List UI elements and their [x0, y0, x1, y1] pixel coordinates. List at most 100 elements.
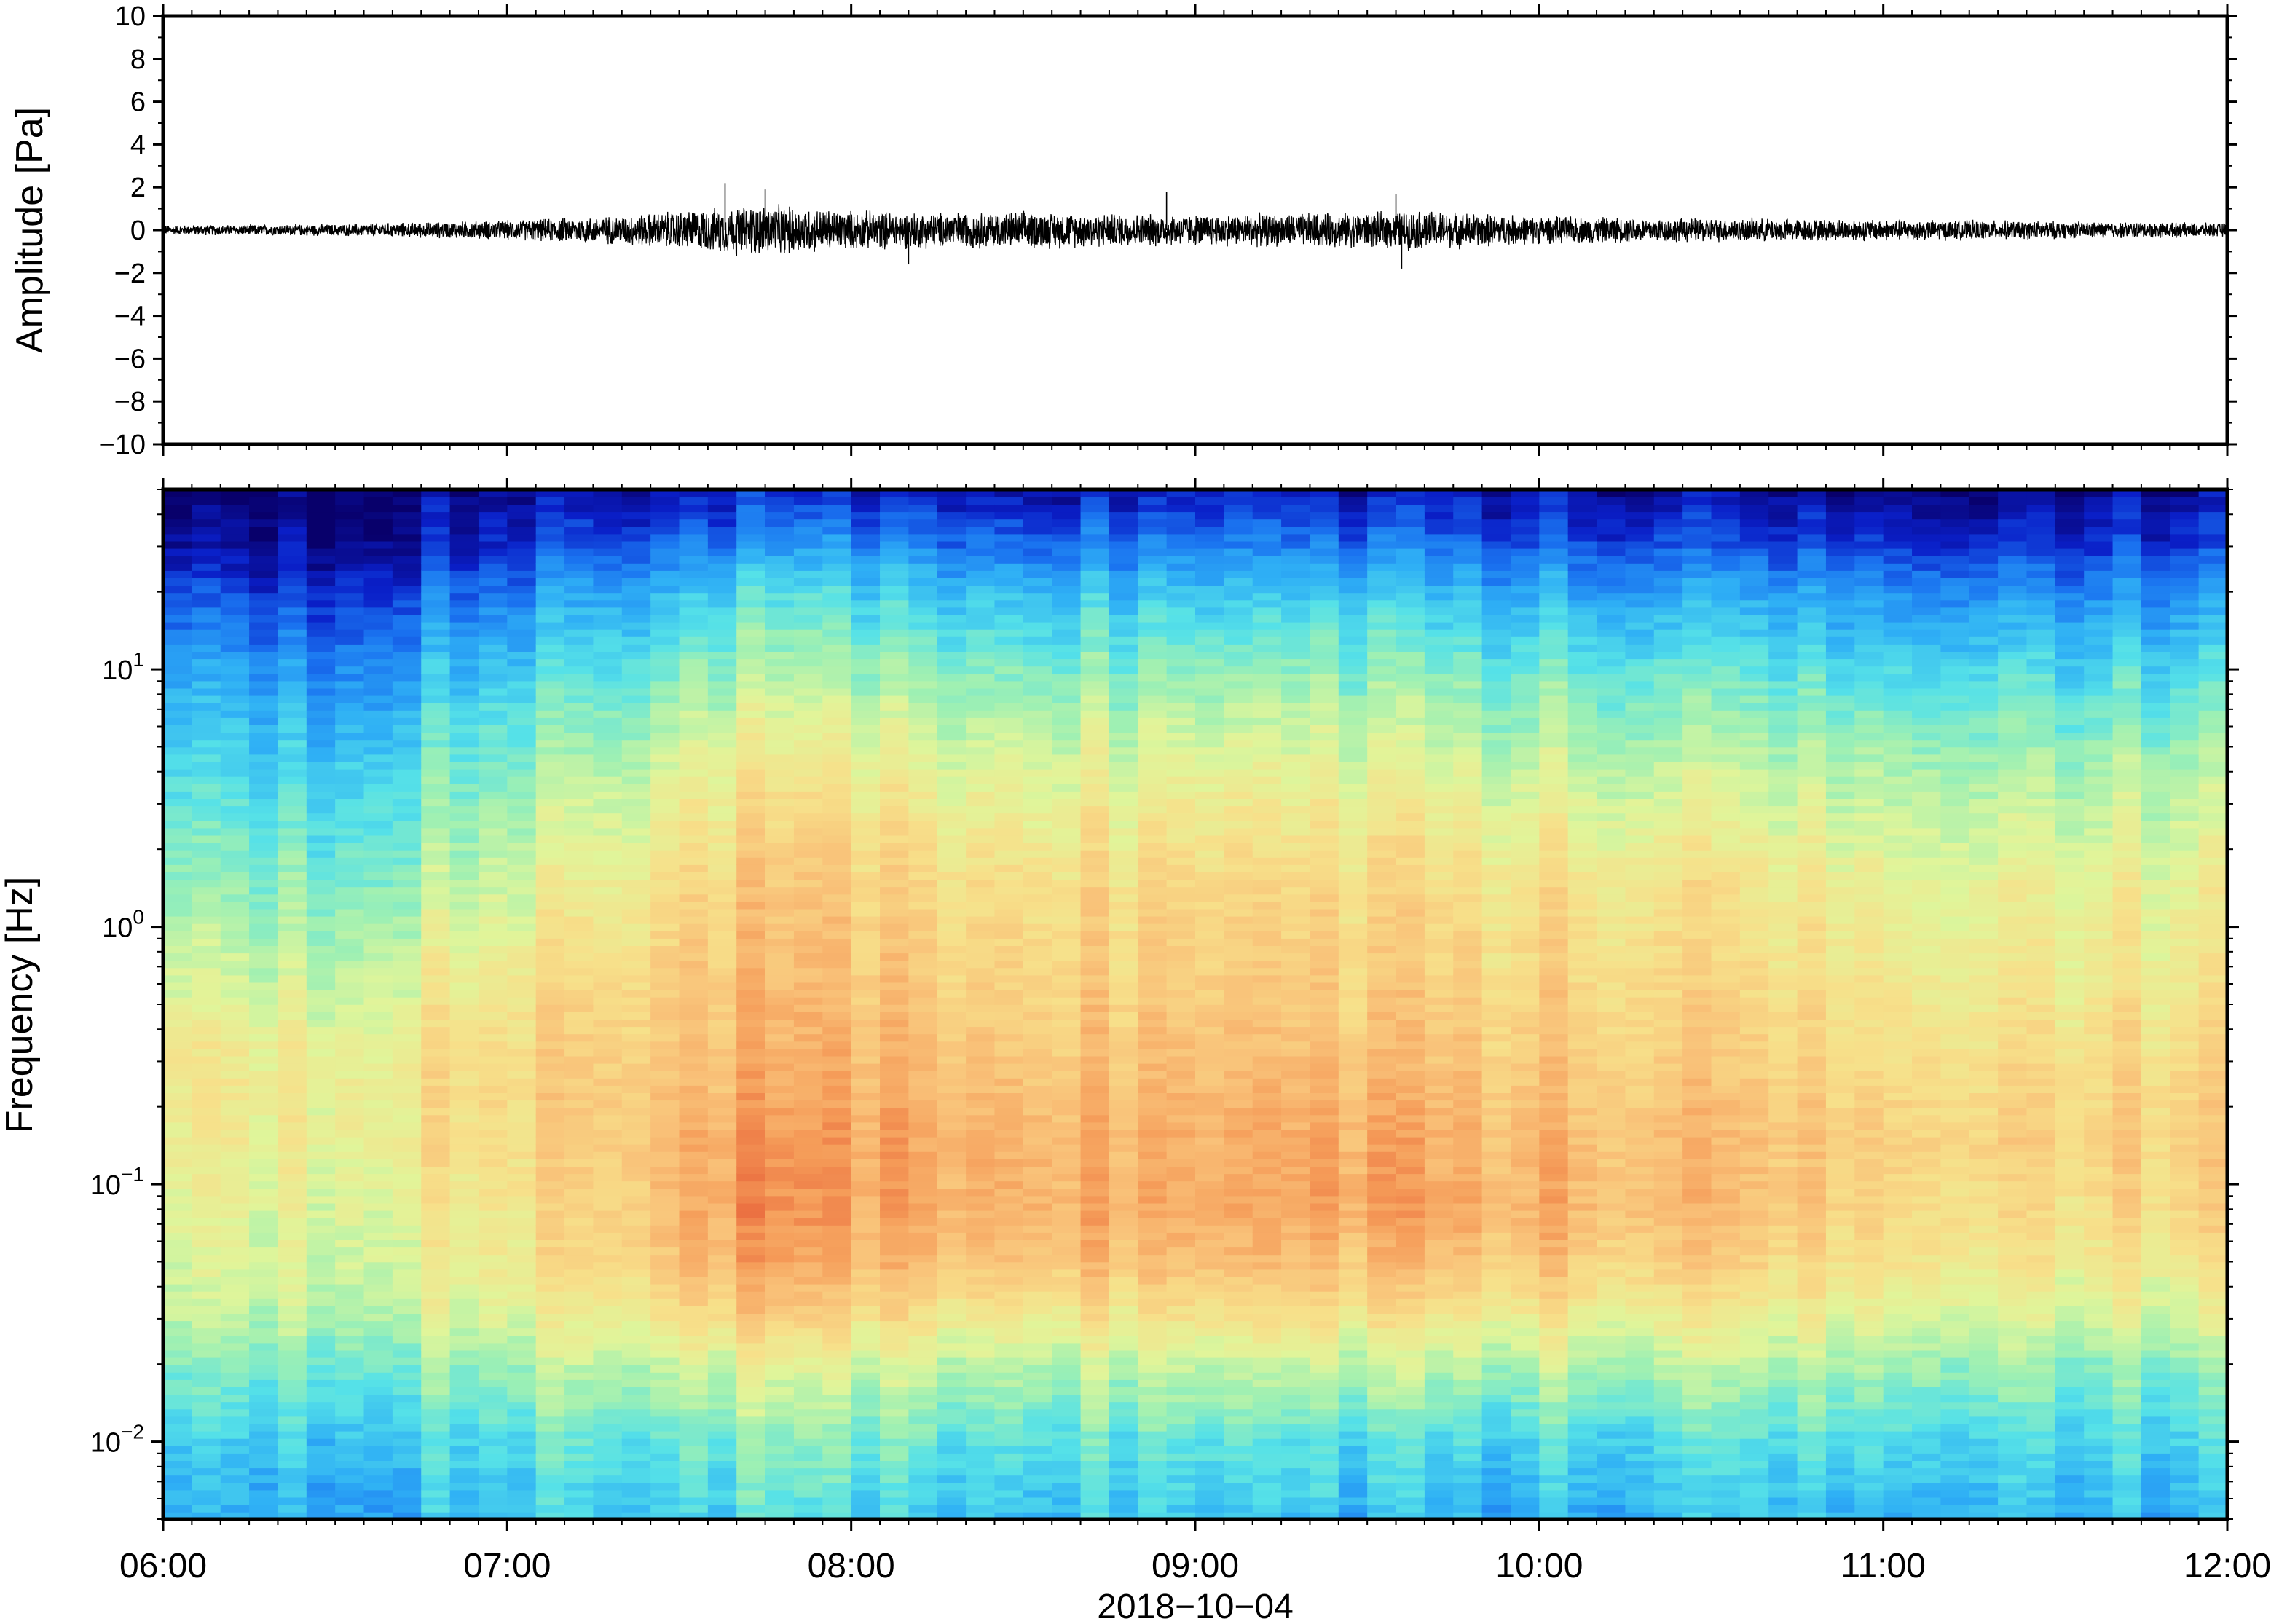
spectrogram-cell [1052, 805, 1082, 814]
spectrogram-cell [363, 1394, 393, 1403]
spectrogram-cell [564, 879, 594, 888]
spectrogram-cell [707, 1247, 738, 1256]
spectrogram-cell [679, 1467, 709, 1476]
spectrogram-cell [535, 1143, 565, 1152]
spectrogram-cell [851, 702, 881, 711]
spectrogram-cell [822, 931, 852, 939]
spectrogram-cell [851, 1408, 881, 1417]
spectrogram-cell [278, 1012, 307, 1020]
spectrogram-cell [1052, 1335, 1082, 1344]
spectrogram-cell [392, 842, 422, 851]
spectrogram-cell [593, 894, 623, 902]
spectrogram-cell [793, 1004, 824, 1012]
spectrogram-cell [220, 644, 250, 652]
spectrogram-cell [306, 702, 336, 711]
spectrogram-cell [707, 1298, 738, 1306]
spectrogram-cell [1023, 540, 1052, 549]
spectrogram-cell [966, 1078, 996, 1086]
spectrogram-cell [1023, 526, 1052, 535]
spectrogram-cell [306, 827, 336, 836]
spectrogram-cell [851, 1210, 881, 1218]
spectrogram-cell [535, 849, 565, 858]
spectrogram-cell [822, 1290, 852, 1299]
spectrogram-cell [793, 1143, 824, 1152]
spectrogram-cell [593, 864, 623, 872]
spectrogram-cell [306, 842, 336, 851]
spectrogram-cell [880, 923, 910, 931]
spectrogram-cell [593, 776, 623, 784]
spectrogram-cell [421, 805, 451, 814]
spectrogram-cell [306, 519, 336, 527]
spectrogram-cell [535, 504, 565, 513]
spectrogram-cell [535, 908, 565, 917]
spectrogram-cell [335, 725, 365, 733]
spectrogram-cell [793, 489, 824, 497]
spectrogram-cell [192, 989, 221, 998]
spectrogram-cell [564, 776, 594, 784]
spectrogram-cell [908, 1026, 938, 1035]
spectrogram-cell [507, 1122, 537, 1130]
spectrogram-cell [994, 1078, 1024, 1086]
spectrogram-cell [449, 864, 479, 872]
spectrogram-cell [966, 1195, 996, 1204]
spectrogram-cell [1080, 879, 1110, 888]
spectrogram-cell [650, 578, 680, 586]
spectrogram-cell [937, 666, 967, 674]
spectrogram-cell [392, 1004, 422, 1012]
spectrogram-cell [478, 1357, 508, 1365]
spectrogram-cell [564, 1364, 594, 1373]
spectrogram-cell [1052, 1247, 1082, 1256]
spectrogram-cell [220, 746, 250, 755]
spectrogram-cell [880, 746, 910, 755]
spectrogram-cell [507, 614, 537, 623]
spectrogram-cell [535, 1276, 565, 1285]
spectrogram-cell [994, 1511, 1024, 1519]
spectrogram-cell [1052, 1364, 1082, 1373]
spectrogram-cell [880, 1467, 910, 1476]
spectrogram-cell [994, 996, 1024, 1005]
spectrogram-cell [736, 710, 766, 718]
spectrogram-cell [765, 673, 795, 682]
spectrogram-cell [278, 945, 307, 954]
spectrogram-cell [593, 768, 623, 777]
spectrogram-cell [564, 746, 594, 755]
spectrogram-cell [1080, 1328, 1110, 1336]
spectrogram-cell [306, 1298, 336, 1306]
spectrogram-cell [621, 1408, 651, 1417]
spectrogram-cell [535, 1041, 565, 1049]
spectrogram-cell [765, 849, 795, 858]
spectrogram-cell [1109, 827, 1139, 836]
spectrogram-cell [564, 1460, 594, 1469]
spectrogram-cell [994, 1423, 1024, 1432]
spectrogram-cell [1052, 798, 1082, 807]
spectrogram-cell [621, 1335, 651, 1344]
spectrogram-cell [192, 607, 221, 615]
spectrogram-cell [937, 497, 967, 505]
spectrogram-cell [851, 1349, 881, 1358]
spectrogram-cell [220, 879, 250, 888]
spectrogram-cell [478, 849, 508, 858]
spectrogram-cell [908, 1261, 938, 1270]
spectrogram-cell [966, 673, 996, 682]
spectrogram-cell [793, 725, 824, 733]
spectrogram-cell [1109, 548, 1139, 556]
spectrogram-cell [449, 1063, 479, 1071]
spectrogram-cell [679, 1511, 709, 1519]
spectrogram-cell [1023, 923, 1052, 931]
spectrogram-cell [192, 842, 221, 851]
spectrogram-cell [765, 813, 795, 821]
spectrogram-cell [880, 974, 910, 983]
spectrogram-cell [650, 1467, 680, 1476]
spectrogram-cell [736, 563, 766, 571]
spectrogram-cell [249, 827, 279, 836]
spectrogram-cell [736, 776, 766, 784]
spectrogram-cell [679, 931, 709, 939]
spectrogram-cell [192, 982, 221, 990]
spectrogram-cell [765, 651, 795, 660]
spectrogram-cell [621, 1497, 651, 1505]
spectrogram-cell [793, 1504, 824, 1513]
spectrogram-cell [822, 548, 852, 556]
spectrogram-cell [335, 1497, 365, 1505]
spectrogram-cell [1138, 1423, 1168, 1432]
spectrogram-cell [851, 1202, 881, 1211]
